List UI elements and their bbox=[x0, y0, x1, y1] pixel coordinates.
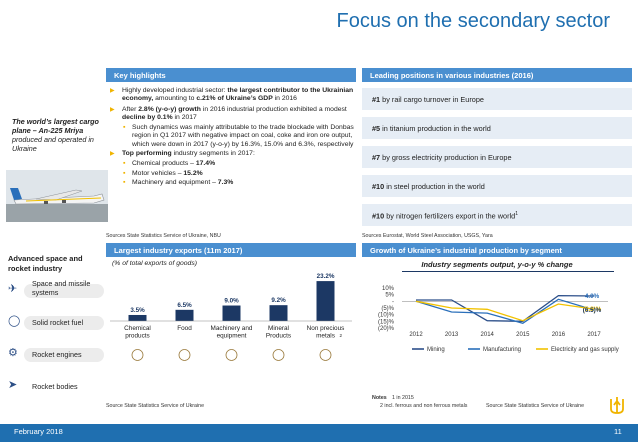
x-tick-label: 2017 bbox=[587, 332, 601, 338]
y-tick-label: (15)% bbox=[378, 319, 395, 325]
rocket-icon: ➤ bbox=[8, 379, 18, 391]
highlight-sub-bullet: Motor vehicles – 15.2% bbox=[110, 170, 354, 179]
plane-image bbox=[6, 170, 108, 222]
end-value-label: (6.5)% bbox=[583, 307, 602, 314]
y-tick-label: 10% bbox=[382, 286, 395, 292]
bar-value-label: 9.0% bbox=[224, 298, 239, 305]
page-number: 11 bbox=[614, 427, 622, 436]
category-label: metals bbox=[316, 333, 335, 340]
highlight-sub-bullet: Chemical products – 17.4% bbox=[110, 160, 354, 169]
page-title: Focus on the secondary sector bbox=[336, 10, 610, 32]
bar-value-label: 9.2% bbox=[271, 297, 286, 304]
metal-bars-icon bbox=[319, 349, 332, 361]
space-item-label: Space and missile systems bbox=[32, 279, 91, 297]
y-tick-label: (5)% bbox=[381, 306, 394, 312]
position-row: #7 by gross electricity production in Eu… bbox=[362, 146, 632, 168]
x-tick-label: 2014 bbox=[481, 332, 495, 338]
leading-positions-header: Leading positions in various industries … bbox=[362, 68, 632, 82]
bar bbox=[222, 305, 241, 321]
highlight-sub-bullet: Machinery and equipment – 7.3% bbox=[110, 179, 354, 188]
position-row: #5 in titanium production in the world bbox=[362, 117, 632, 139]
growth-source: Source State Statistics Service of Ukrai… bbox=[486, 403, 585, 409]
notes-title: Notes bbox=[372, 395, 387, 401]
plane-caption: The world’s largest cargo plane – An-225… bbox=[12, 117, 112, 153]
bar bbox=[269, 305, 288, 321]
space-item-label: Rocket bodies bbox=[32, 382, 78, 391]
fuel-tank-icon: ◯ bbox=[8, 315, 21, 327]
category-label: Products bbox=[266, 333, 291, 340]
position-row: #1 by rail cargo turnover in Europe bbox=[362, 88, 632, 110]
space-item-pill bbox=[24, 316, 104, 330]
key-highlights-header: Key highlights bbox=[106, 68, 356, 82]
category-label: products bbox=[125, 333, 150, 340]
category-label: equipment bbox=[217, 333, 247, 340]
footer-bar bbox=[0, 424, 638, 442]
category-label: Food bbox=[177, 325, 192, 332]
legend-label: Manufacturing bbox=[483, 347, 521, 353]
bar-value-label: 23.2% bbox=[317, 273, 335, 280]
space-title: Advanced space and rocket industry bbox=[8, 254, 83, 273]
x-tick-label: 2013 bbox=[445, 332, 459, 338]
bar-value-label: 6.5% bbox=[177, 302, 192, 309]
end-value-label: 4.0% bbox=[585, 293, 600, 300]
bar bbox=[316, 281, 335, 321]
food-basket-icon bbox=[178, 349, 191, 361]
category-label: Non precious bbox=[307, 325, 345, 332]
bar bbox=[175, 309, 194, 321]
y-tick-label: (10)% bbox=[378, 313, 395, 319]
positions-source: Sources Eurostat, World Steel Associatio… bbox=[362, 233, 493, 239]
chart-title-rule bbox=[402, 271, 614, 272]
bar bbox=[128, 314, 147, 321]
highlights-source: Sources State Statistics Service of Ukra… bbox=[106, 233, 221, 239]
exports-chart-subtitle: (% of total exports of goods) bbox=[112, 260, 198, 267]
y-tick-label: (20)% bbox=[378, 326, 395, 332]
category-note: 2 bbox=[340, 333, 343, 338]
mine-cart-icon bbox=[272, 349, 285, 361]
plane-caption-bold: The world’s largest cargo plane – An-225… bbox=[12, 117, 99, 135]
note-item: 2 incl. ferrous and non ferrous metals bbox=[380, 403, 468, 409]
space-item-pill bbox=[24, 348, 104, 362]
growth-chart-title: Industry segments output, y-o-y % change bbox=[421, 260, 573, 269]
space-item-label: Rocket engines bbox=[32, 350, 82, 359]
category-label: Mineral bbox=[268, 325, 289, 332]
series-line bbox=[415, 298, 595, 325]
position-row: #10 by nitrogen fertilizers export in th… bbox=[362, 204, 632, 226]
bar-value-label: 3.5% bbox=[130, 307, 145, 314]
end-value-label: (5.8)% bbox=[583, 306, 602, 313]
rocket-engine-icon: ⚙ bbox=[8, 347, 18, 359]
position-row: #10 in steel production in the world bbox=[362, 175, 632, 197]
chemistry-icon bbox=[131, 349, 144, 361]
series-line bbox=[416, 294, 595, 322]
highlight-bullet: After 2.8% (y-o-y) growth in 2016 indust… bbox=[110, 106, 354, 123]
space-item-pill bbox=[24, 284, 104, 298]
growth-line-chart: 10%5%-(5)%(10)%(15)%(20)% 2012 2013 2014 201… bbox=[378, 286, 619, 353]
x-tick-label: 2015 bbox=[516, 332, 530, 338]
highlight-bullet: Highly developed industrial sector: the … bbox=[110, 87, 354, 104]
satellite-icon: ✈ bbox=[8, 283, 18, 295]
y-tick-label: 5% bbox=[385, 293, 394, 299]
gear-icon bbox=[225, 349, 238, 361]
series-line bbox=[415, 300, 595, 322]
key-highlights-list: Highly developed industrial sector: the … bbox=[110, 87, 354, 188]
category-label: Machinery and bbox=[211, 325, 253, 332]
legend-label: Mining bbox=[427, 347, 445, 353]
legend-label: Electricity and gas supply bbox=[551, 347, 619, 353]
x-tick-label: 2016 bbox=[552, 332, 566, 338]
footer-date: February 2018 bbox=[14, 427, 63, 436]
highlight-bullet: Top performing industry segments in 2017… bbox=[110, 150, 354, 159]
x-tick-label: 2012 bbox=[409, 332, 423, 338]
exports-chart-header: Largest industry exports (11m 2017) bbox=[106, 243, 356, 257]
trident-logo bbox=[610, 397, 624, 414]
y-tick-label: - bbox=[392, 299, 394, 305]
note-item: 1 in 2015 bbox=[392, 395, 414, 401]
category-label: Chemical bbox=[124, 325, 151, 332]
growth-chart-header: Growth of Ukraine’s industrial productio… bbox=[362, 243, 632, 257]
plane-caption-rest: produced and operated in Ukraine bbox=[12, 135, 94, 153]
exports-source: Source State Statistics Service of Ukrai… bbox=[106, 403, 205, 409]
space-item-label: Solid rocket fuel bbox=[32, 318, 84, 327]
highlight-sub-bullet: Such dynamics was mainly attributable to… bbox=[110, 124, 354, 149]
